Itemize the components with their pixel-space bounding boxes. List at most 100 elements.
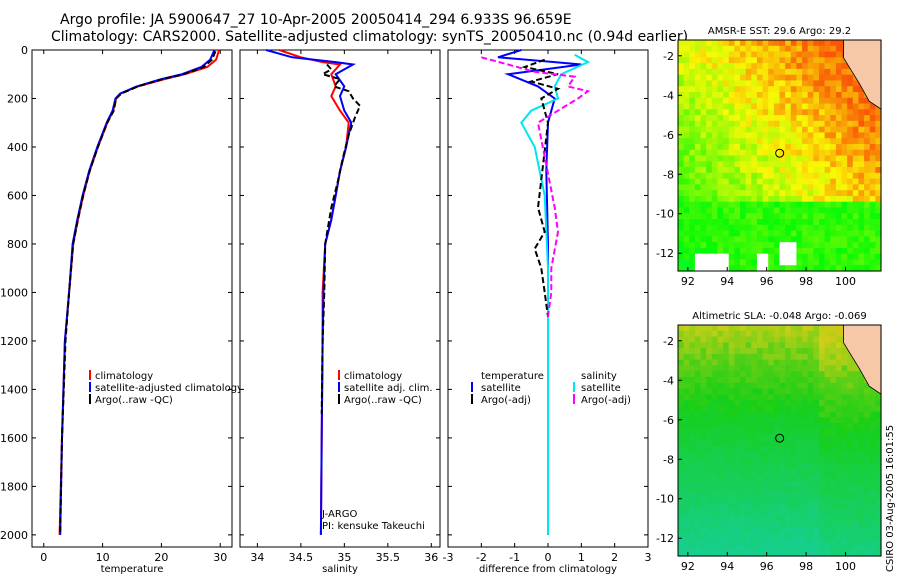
map-cell <box>717 498 724 505</box>
map-cell <box>740 120 747 128</box>
map-cell <box>756 394 764 401</box>
map-cell <box>852 504 860 511</box>
map-cell <box>694 411 702 419</box>
map-cell <box>768 86 775 93</box>
map-cell <box>841 138 848 145</box>
map-cell <box>790 247 798 255</box>
map-cell <box>785 475 792 482</box>
map-cell <box>824 132 831 139</box>
map-cell <box>694 463 702 470</box>
map-cell <box>723 63 730 70</box>
map-cell <box>678 120 685 128</box>
map-cell <box>694 440 702 447</box>
map-cell <box>768 544 775 551</box>
map-cell <box>818 219 826 226</box>
map-cell <box>751 149 758 157</box>
map-cell <box>852 480 860 488</box>
map-cell <box>745 68 752 76</box>
map-cell <box>807 388 814 395</box>
map-cell <box>678 463 685 470</box>
map-cell <box>694 515 702 522</box>
map-cell <box>751 259 758 266</box>
map-cell <box>740 486 747 494</box>
map-y-tick-label: -8 <box>663 168 674 181</box>
map-cell <box>824 190 831 197</box>
map-cell <box>858 515 865 522</box>
map-cell <box>683 247 690 255</box>
map-cell <box>830 86 837 93</box>
map-cell <box>830 57 837 64</box>
map-cell <box>700 504 707 511</box>
map-cell <box>706 388 713 395</box>
map-cell <box>745 480 752 488</box>
map-cell <box>745 325 752 332</box>
map-cell <box>785 40 792 47</box>
map-cell <box>689 353 696 361</box>
map-cell <box>723 207 730 214</box>
map-cell <box>875 265 882 272</box>
map-cell <box>762 544 769 551</box>
map-cell <box>762 527 769 534</box>
map-cell <box>779 86 786 93</box>
series-line-argo-raw-qc- <box>59 50 217 533</box>
map-cell <box>830 527 837 534</box>
map-cell <box>779 486 786 494</box>
map-cell <box>728 74 735 82</box>
map-cell <box>785 68 792 76</box>
map-cell <box>875 167 882 174</box>
map-cell <box>779 138 786 145</box>
map-cell <box>875 509 882 517</box>
map-cell <box>773 382 781 390</box>
map-cell <box>813 342 820 349</box>
map-cell <box>796 103 803 110</box>
map-cell <box>830 213 837 220</box>
map-cell <box>790 68 798 76</box>
map-cell <box>847 515 854 522</box>
map-cell <box>830 149 837 157</box>
map-cell <box>818 532 826 540</box>
map-cell <box>756 434 764 442</box>
map-cell <box>858 172 865 180</box>
annotation-pi: PI: kensuke Takeuchi <box>322 521 425 532</box>
map-cell <box>779 492 786 499</box>
map-cell <box>830 348 837 355</box>
map-cell <box>818 486 826 494</box>
map-cell <box>835 236 843 243</box>
map-cells <box>678 325 882 557</box>
map-cell <box>864 161 871 168</box>
map-cell <box>852 452 860 459</box>
map-cell <box>830 91 837 99</box>
map-cell <box>762 184 769 191</box>
map-cell <box>762 509 769 517</box>
map-cell <box>779 428 786 436</box>
map-cell <box>824 143 831 151</box>
map-cell <box>802 132 809 139</box>
map-cell <box>852 265 860 272</box>
map-cell <box>875 120 882 128</box>
map-cell <box>841 103 848 110</box>
map-cell <box>785 115 792 122</box>
map-cell <box>796 109 803 116</box>
map-cell <box>824 219 831 226</box>
map-cell <box>813 132 820 139</box>
map-cell <box>745 57 752 64</box>
map-cell <box>818 365 826 372</box>
map-cell <box>830 452 837 459</box>
map-cell <box>830 167 837 174</box>
map-cell <box>717 400 724 407</box>
map-cell <box>802 167 809 174</box>
map-cell <box>728 103 735 110</box>
map-cell <box>723 515 730 522</box>
map-cell <box>762 452 769 459</box>
y-tick-label: 1800 <box>0 480 28 493</box>
map-cell <box>694 486 702 494</box>
map-cell <box>813 184 820 191</box>
map-cell <box>813 63 820 70</box>
map-cell <box>740 259 747 266</box>
map-cell <box>796 63 803 70</box>
map-cell <box>802 457 809 465</box>
map-cell <box>835 550 843 557</box>
map-cell <box>813 247 820 255</box>
map-cell <box>864 265 871 272</box>
map-cell <box>717 63 724 70</box>
